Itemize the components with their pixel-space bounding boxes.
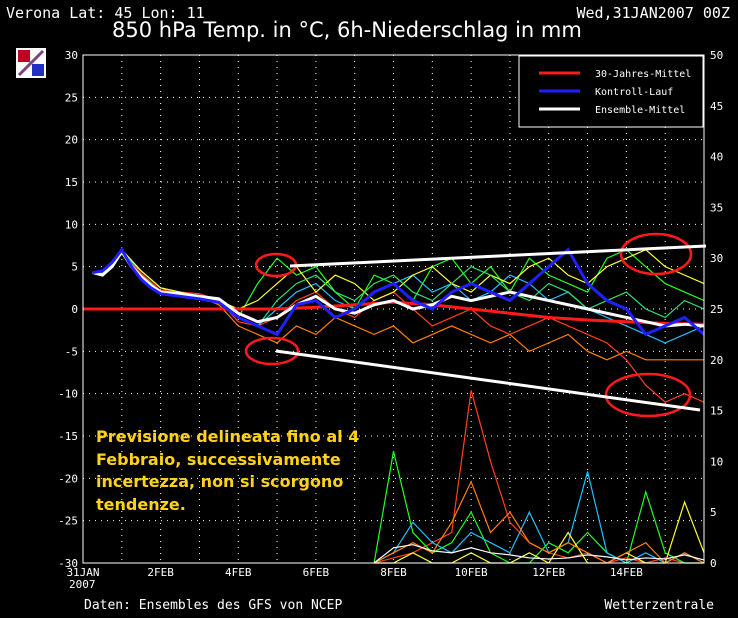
y2-tick-label: 40 [710,151,723,164]
temperature-lines [83,247,705,403]
brand-label: Wetterzentrale [604,598,714,613]
run-time-label: Wed,31JAN2007 00Z [576,4,730,22]
plot-frame [82,54,705,564]
y-tick-label: -30 [58,557,78,570]
x-tick-label: 8FEB [380,566,407,579]
y2-tick-label: 25 [710,303,723,316]
y2-tick-label: 45 [710,100,723,113]
y-tick-label: -25 [58,515,78,528]
y-tick-label: 0 [71,303,78,316]
legend-label: 30-Jahres-Mittel [595,69,691,80]
annotation-text: Previsione delineata fino al 4 Febbraio,… [96,426,396,516]
x-tick-label: 4FEB [225,566,252,579]
precipitation-line [373,544,705,564]
plot-border [82,54,705,564]
y2-tick-label: 10 [710,455,723,468]
station-label: Verona Lat: 45 Lon: 11 [6,4,205,22]
wetterzentrale-logo-icon [16,48,46,78]
y2-tick-label: 20 [710,354,723,367]
data-source-label: Daten: Ensembles des GFS von NCEP [84,598,343,613]
circle-marking [244,336,300,366]
annotation-line: incertezza, non si scorgono [96,472,344,491]
y-tick-label: 30 [65,49,78,62]
y-tick-label: 20 [65,134,78,147]
annotation-line: tendenze. [96,494,186,514]
axes: 302520151050-5-10-15-20-25-3050454035302… [58,49,723,591]
y2-tick-label: 15 [710,405,723,418]
annotation-line: Febbraio, successivamente [96,449,341,469]
x-tick-label: 6FEB [303,566,330,579]
trend-line-lower [275,349,701,412]
precipitation-line [373,480,705,564]
x-tick-label: 12FEB [532,566,565,579]
y-tick-label: -5 [65,345,78,358]
chart-title: 850 hPa Temp. in °C, 6h-Niederschlag in … [112,18,582,42]
y-tick-label: -15 [58,430,78,443]
series-line-30-jahres-mittel [83,300,705,326]
y-tick-label: -10 [58,388,78,401]
y-tick-label: 15 [65,176,78,189]
precipitation-line [373,471,705,564]
precipitation-line [373,451,704,564]
overlay-markings [244,232,707,418]
y2-tick-label: 0 [710,557,717,570]
legend-label: Kontroll-Lauf [595,87,673,98]
series-line-kontroll-lauf [92,247,705,337]
annotation-line: Previsione delineata fino al 4 [96,427,360,446]
legend-label: Ensemble-Mittel [595,105,685,116]
x-tick-label: 10FEB [455,566,488,579]
member-line [92,253,704,361]
grid [83,54,704,564]
circle-marking [604,372,692,418]
x-tick-label: 2FEB [147,566,174,579]
legend: 30-Jahres-Mittel Kontroll-Lauf Ensemble-Mi… [518,55,704,128]
circle-marking [619,232,693,276]
x-tick-sublabel: 2007 [69,578,96,591]
series-line-ensemble-mittel [92,248,705,328]
y-tick-label: 25 [65,91,78,104]
y2-tick-label: 35 [710,201,723,214]
x-tick-label: 14FEB [610,566,643,579]
member-line [92,250,705,403]
y2-tick-label: 50 [710,49,723,62]
y-tick-label: 10 [65,218,78,231]
y-tick-label: -20 [58,472,78,485]
y2-tick-label: 30 [710,252,723,265]
x-tick-label: 31JAN [66,566,99,579]
y2-tick-label: 5 [710,506,717,519]
trend-line-upper [289,244,707,268]
y-tick-label: 5 [71,261,78,274]
